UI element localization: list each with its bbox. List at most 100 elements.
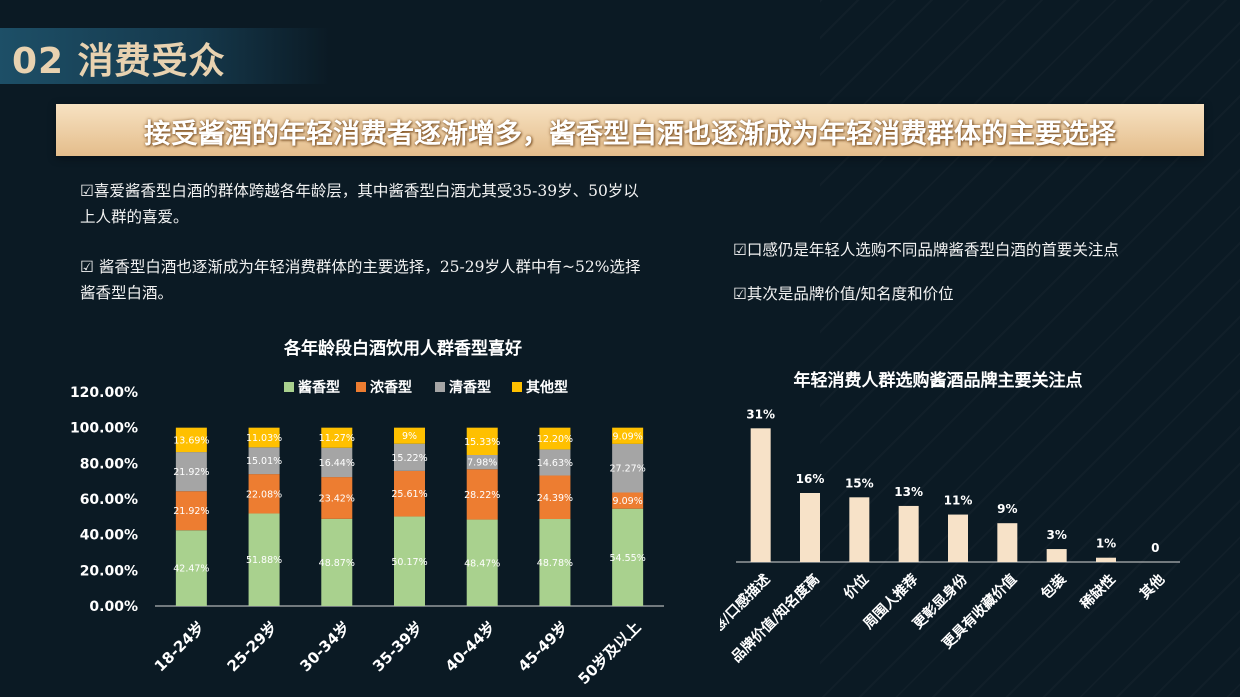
- bar: [898, 505, 919, 562]
- data-label: 51.88%: [246, 555, 282, 566]
- chart-title: 年轻消费人群选购酱酒品牌主要关注点: [794, 370, 1083, 391]
- data-label: 0: [1151, 541, 1159, 555]
- x-tick-label: 18-24岁: [151, 618, 208, 675]
- bar-segment: [394, 516, 425, 606]
- bullet-text: ☑其次是品牌价值/知名度和价位: [733, 285, 954, 303]
- data-label: 11%: [944, 494, 973, 508]
- bar-segment: [612, 508, 644, 606]
- bar-segment: [248, 474, 280, 514]
- bullet-text: ☑口感仍是年轻人选购不同品牌酱香型白酒的首要关注点: [733, 241, 1119, 259]
- right-bullets: ☑口感仍是年轻人选购不同品牌酱香型白酒的首要关注点 ☑其次是品牌价值/知名度和价…: [733, 237, 1213, 325]
- data-label: 21.92%: [173, 506, 209, 517]
- data-label: 31%: [746, 407, 775, 421]
- data-label: 9%: [402, 431, 417, 442]
- y-tick-label: 60.00%: [80, 492, 138, 508]
- y-tick-label: 40.00%: [80, 528, 138, 544]
- data-label: 22.08%: [246, 489, 282, 500]
- x-tick-label: 其他: [1136, 571, 1168, 603]
- chart-title: 各年龄段白酒饮用人群香型喜好: [283, 338, 522, 359]
- data-label: 13%: [894, 485, 923, 499]
- bar: [849, 497, 870, 562]
- x-tick-label: 50岁及以上: [575, 618, 645, 688]
- bar-segment: [539, 519, 571, 606]
- data-label: 21.92%: [173, 467, 209, 478]
- left-bullets: ☑喜爱酱香型白酒的群体跨越各年龄层，其中酱香型白酒尤其受35-39岁、50岁以上…: [80, 178, 650, 330]
- data-label: 11.03%: [246, 433, 282, 444]
- bar-segment: [394, 470, 425, 517]
- data-label: 9%: [997, 502, 1017, 516]
- bar-segment: [539, 427, 571, 450]
- data-label: 27.27%: [610, 464, 646, 475]
- bar-chart: 年轻消费人群选购酱酒品牌主要关注点31%口感/口感描述16%品牌价值/知名度高1…: [720, 370, 1180, 666]
- data-label: 15.33%: [464, 437, 500, 448]
- bar-segment: [175, 491, 207, 531]
- headline-banner: 接受酱酒的年轻消费者逐渐增多，酱香型白酒也逐渐成为年轻消费群体的主要选择: [56, 104, 1204, 156]
- data-label: 23.42%: [319, 493, 355, 504]
- bar-segment: [175, 452, 207, 492]
- x-tick-label: 品牌价值/知名度高: [728, 571, 823, 666]
- data-label: 16%: [796, 472, 825, 486]
- bar-segment: [466, 469, 498, 520]
- bar: [948, 514, 968, 562]
- x-tick-label: 30-34岁: [296, 618, 353, 675]
- data-label: 11.27%: [319, 433, 355, 444]
- data-label: 50.17%: [391, 557, 427, 568]
- bar-segment: [321, 518, 353, 606]
- x-tick-label: 45-49岁: [514, 618, 571, 675]
- bar-segment: [248, 427, 280, 448]
- y-tick-label: 100.00%: [70, 421, 138, 437]
- x-tick-label: 价位: [840, 571, 872, 603]
- headline-text: 接受酱酒的年轻消费者逐渐增多，酱香型白酒也逐渐成为年轻消费群体的主要选择: [144, 119, 1116, 150]
- x-tick-label: 包装: [1038, 570, 1071, 603]
- bar: [1046, 549, 1067, 562]
- section-header: 02 消费受众: [0, 28, 330, 84]
- data-label: 15%: [845, 476, 874, 490]
- data-label: 54.55%: [610, 553, 646, 564]
- legend-swatch: [435, 382, 445, 392]
- data-label: 3%: [1046, 528, 1066, 542]
- bar-segment: [466, 427, 498, 456]
- legend-label: 清香型: [449, 379, 491, 396]
- legend-swatch: [512, 382, 522, 392]
- x-tick-label: 35-39岁: [369, 618, 426, 675]
- bar-segment: [321, 427, 353, 448]
- bar-segment: [394, 443, 425, 471]
- data-label: 9.09%: [613, 431, 643, 442]
- legend-swatch: [284, 382, 294, 392]
- section-title: 02 消费受众: [12, 41, 226, 82]
- legend-label: 其他型: [526, 379, 568, 396]
- data-label: 25.61%: [391, 489, 427, 500]
- data-label: 48.78%: [537, 558, 573, 569]
- data-label: 7.98%: [467, 458, 497, 469]
- bullet-text: ☑ 酱香型白酒也逐渐成为年轻消费群体的主要选择，25-29岁人群中有~52%选择…: [80, 258, 641, 302]
- data-label: 12.20%: [537, 434, 573, 445]
- bar-segment: [466, 519, 498, 606]
- data-label: 48.47%: [464, 558, 500, 569]
- y-tick-label: 20.00%: [80, 563, 138, 579]
- bar-segment: [175, 427, 207, 453]
- data-label: 1%: [1096, 537, 1116, 551]
- data-label: 13.69%: [173, 435, 209, 446]
- data-label: 14.63%: [537, 458, 573, 469]
- data-label: 42.47%: [173, 564, 209, 575]
- bar-segment: [175, 530, 207, 606]
- bar-segment: [612, 492, 644, 509]
- y-tick-label: 120.00%: [70, 385, 138, 401]
- bar: [800, 493, 820, 562]
- data-label: 16.44%: [319, 458, 355, 469]
- y-tick-label: 80.00%: [80, 456, 138, 472]
- data-label: 28.22%: [464, 490, 500, 501]
- x-tick-label: 稀缺性: [1077, 571, 1119, 613]
- bar-segment: [394, 427, 425, 444]
- bar: [1096, 557, 1116, 562]
- legend-swatch: [356, 382, 366, 392]
- bar-segment: [612, 427, 644, 444]
- data-label: 48.87%: [319, 558, 355, 569]
- bar-segment: [539, 475, 571, 520]
- bar-segment: [248, 513, 280, 606]
- data-label: 15.22%: [391, 453, 427, 464]
- bar-segment: [539, 449, 571, 476]
- bar-segment: [248, 447, 280, 475]
- data-label: 24.39%: [537, 493, 573, 504]
